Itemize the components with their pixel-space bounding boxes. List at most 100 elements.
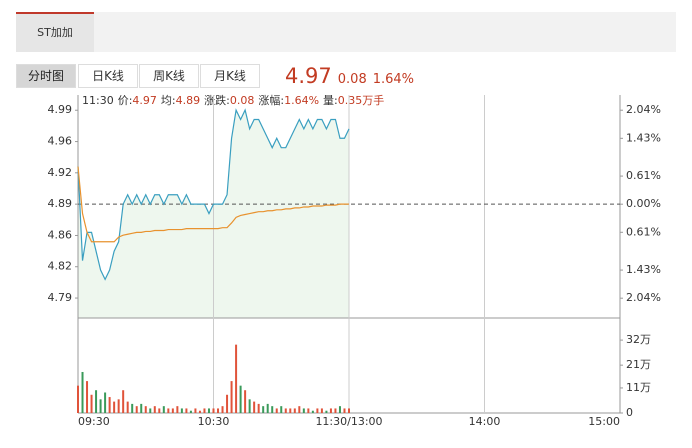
y2-tick-label: 0.61% xyxy=(626,225,661,238)
volume-bar xyxy=(329,408,332,413)
info-line: 11:30 价:4.97 均:4.89 涨跌:0.08 涨幅:1.64% 量:0.35万手 xyxy=(82,93,384,107)
volume-bar xyxy=(77,385,79,413)
info-label: 价: xyxy=(118,94,133,107)
volume-bar xyxy=(171,408,174,413)
y-tick-label: 4.82 xyxy=(48,260,73,273)
volume-bar xyxy=(338,406,341,413)
volume-bar xyxy=(90,394,93,413)
volume-bar xyxy=(104,392,107,413)
volume-bar xyxy=(194,408,197,413)
y-tick-label: 4.99 xyxy=(48,103,73,116)
volume-bar xyxy=(221,406,224,413)
volume-bar xyxy=(135,406,138,413)
y-tick-label: 4.86 xyxy=(48,228,73,241)
volume-bar xyxy=(144,406,147,413)
volume-bar xyxy=(198,410,201,413)
volume-bar xyxy=(117,399,120,413)
info-value: 4.97 xyxy=(132,94,157,107)
volume-bar xyxy=(153,406,156,413)
info-time: 11:30 xyxy=(82,94,114,107)
view-tab[interactable]: 周K线 xyxy=(139,64,199,88)
volume-bar xyxy=(235,344,238,413)
price-line xyxy=(77,108,350,281)
y-tick-label: 4.79 xyxy=(48,291,73,304)
view-tab[interactable]: 月K线 xyxy=(200,64,260,88)
volume-bar xyxy=(140,403,143,413)
x-tick-label: 15:00 xyxy=(588,415,620,428)
info-value: 0.08 xyxy=(230,94,255,107)
volume-bar xyxy=(226,394,229,413)
volume-bar xyxy=(189,410,192,413)
volume-bar xyxy=(257,403,260,413)
volume-bar xyxy=(158,408,161,413)
volume-bar xyxy=(212,408,215,413)
volume-bar xyxy=(307,408,310,413)
y2-tick-label: 0.61% xyxy=(626,169,661,182)
view-tab[interactable]: 分时图 xyxy=(16,64,76,88)
volume-bar xyxy=(113,401,116,413)
volume-bar xyxy=(293,408,296,413)
volume-bar xyxy=(81,371,84,413)
volume-bar xyxy=(320,408,323,413)
volume-bar xyxy=(316,408,319,413)
volume-bar xyxy=(180,408,183,413)
stock-tab[interactable]: ST加加 xyxy=(16,12,94,52)
y-tick-label: 4.92 xyxy=(48,166,73,179)
volume-bar xyxy=(284,408,287,413)
volume-bar xyxy=(239,385,242,413)
volume-bar xyxy=(217,408,220,413)
volume-bar xyxy=(230,381,233,413)
volume-bar xyxy=(122,390,125,413)
volume-bar xyxy=(334,408,337,413)
price-line xyxy=(77,166,349,243)
volume-bar xyxy=(131,403,134,413)
volume-bar xyxy=(99,399,102,413)
volume-bar xyxy=(207,408,210,413)
view-tab[interactable]: 日K线 xyxy=(78,64,138,88)
volume-bar xyxy=(289,408,292,413)
info-label: 量: xyxy=(323,94,338,107)
info-label: 均: xyxy=(161,94,176,107)
quote-change-pct: 1.64% xyxy=(372,72,415,87)
volume-bar xyxy=(343,408,346,413)
quote-change: 0.08 xyxy=(337,72,367,87)
volume-bar xyxy=(86,381,89,413)
quote-price: 4.97 xyxy=(285,64,332,88)
volume-tick-label: 32万 xyxy=(626,333,651,346)
x-tick-label: 10:30 xyxy=(198,415,230,428)
y2-tick-label: 1.43% xyxy=(626,263,661,276)
volume-bar xyxy=(311,410,314,413)
volume-bar xyxy=(203,408,206,413)
volume-bar xyxy=(262,406,265,413)
x-tick-label: 09:30 xyxy=(78,415,110,428)
x-tick-label: 11:30/13:00 xyxy=(315,415,382,428)
y-tick-label: 4.96 xyxy=(48,135,73,148)
volume-bar xyxy=(162,406,165,413)
info-value: 4.89 xyxy=(176,94,201,107)
volume-bar xyxy=(253,401,256,413)
info-value: 0.35万手 xyxy=(338,93,385,107)
volume-bar xyxy=(248,399,251,413)
volume-tick-label: 21万 xyxy=(626,358,651,371)
volume-bar xyxy=(149,408,152,413)
volume-bar xyxy=(167,408,170,413)
volume-bar xyxy=(298,406,301,413)
top-bar: ST加加 xyxy=(16,12,676,52)
x-tick-label: 14:00 xyxy=(469,415,501,428)
volume-bar xyxy=(275,408,278,413)
volume-bar xyxy=(271,406,274,413)
volume-bar xyxy=(126,401,129,413)
volume-bar xyxy=(176,406,179,413)
info-label: 涨幅: xyxy=(258,94,284,107)
info-value: 1.64% xyxy=(284,94,319,107)
volume-bar xyxy=(325,410,328,413)
y2-tick-label: 2.04% xyxy=(626,103,661,116)
volume-bar xyxy=(302,408,305,413)
volume-bar xyxy=(244,390,247,413)
volume-tick-label: 11万 xyxy=(626,381,651,394)
volume-bar xyxy=(185,408,188,413)
y2-tick-label: 1.43% xyxy=(626,131,661,144)
volume-bar xyxy=(95,390,98,413)
